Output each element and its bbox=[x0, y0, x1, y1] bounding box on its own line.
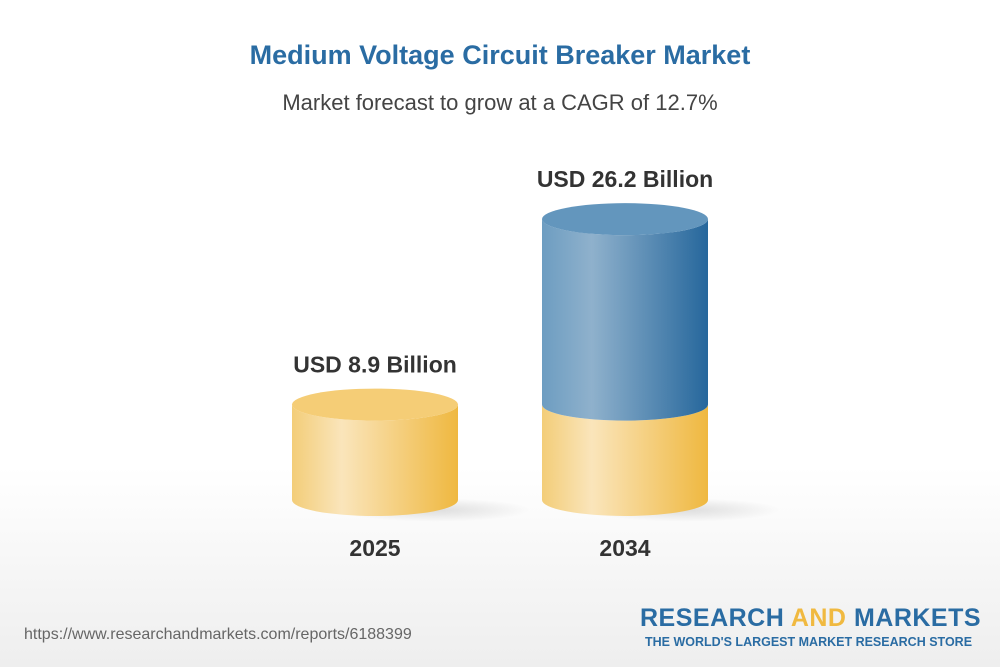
data-label: USD 8.9 Billion bbox=[293, 352, 457, 378]
category-label: 2034 bbox=[599, 535, 650, 561]
category-label: 2025 bbox=[349, 535, 400, 561]
chart-subtitle: Market forecast to grow at a CAGR of 12.… bbox=[282, 90, 718, 115]
cylinder-base-segment-2034 bbox=[542, 404, 708, 516]
research-and-markets-logo: RESEARCH AND MARKETS THE WORLD'S LARGEST… bbox=[640, 604, 982, 649]
cylinder-top-2034 bbox=[542, 203, 708, 236]
cylinder-growth-segment-2034 bbox=[542, 219, 708, 421]
cylinder-2025 bbox=[292, 404, 458, 516]
data-label: USD 26.2 Billion bbox=[537, 166, 713, 192]
report-url[interactable]: https://www.researchandmarkets.com/repor… bbox=[24, 626, 412, 643]
chart-title: Medium Voltage Circuit Breaker Market bbox=[249, 40, 751, 70]
cylinder-top-2025 bbox=[292, 388, 458, 421]
